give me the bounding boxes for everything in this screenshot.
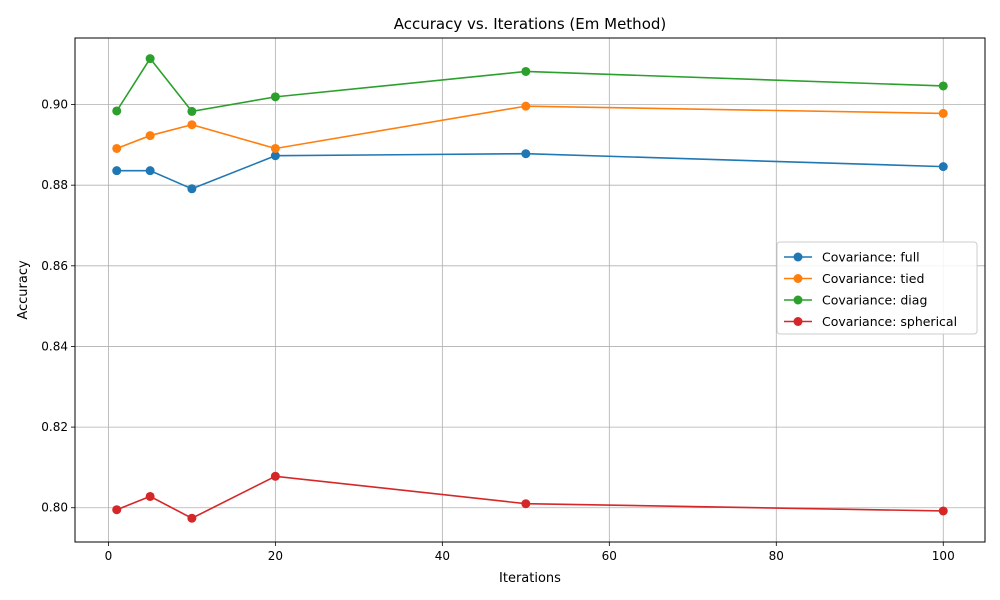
data-point <box>112 166 122 176</box>
data-point <box>112 505 122 515</box>
data-point <box>521 499 531 509</box>
data-point <box>187 120 197 130</box>
legend-marker <box>793 295 803 305</box>
x-tick-label: 0 <box>105 549 113 563</box>
legend-label: Covariance: full <box>822 250 920 265</box>
y-tick-label: 0.88 <box>41 178 68 192</box>
data-point <box>145 54 155 64</box>
legend-label: Covariance: tied <box>822 271 924 286</box>
plot-frame <box>74 37 986 543</box>
plot-series <box>112 54 948 523</box>
x-tick-label: 40 <box>435 549 450 563</box>
legend-box <box>776 241 978 335</box>
data-point <box>938 162 948 172</box>
legend-marker <box>793 252 803 262</box>
data-point <box>145 166 155 176</box>
legend-item: Covariance: full <box>784 250 920 265</box>
axis-ticks: 0 20 40 60 80 100 0.80 0.82 0.84 0.86 0.88 0.90 <box>41 98 954 563</box>
data-point <box>112 143 122 153</box>
legend-label: Covariance: spherical <box>822 314 957 329</box>
data-point <box>270 143 280 153</box>
data-point <box>521 66 531 76</box>
series-line <box>116 152 944 190</box>
legend-item: Covariance: diag <box>784 293 927 308</box>
y-tick-label: 0.90 <box>41 98 68 112</box>
series-1 <box>112 101 948 153</box>
data-point <box>187 106 197 116</box>
data-point <box>270 151 280 161</box>
data-point <box>270 92 280 102</box>
legend-label: Covariance: diag <box>822 293 927 308</box>
series-0 <box>112 149 948 194</box>
data-point <box>270 471 280 481</box>
data-point <box>112 106 122 116</box>
x-tick-label: 80 <box>769 549 784 563</box>
series-line <box>116 105 944 150</box>
series-line <box>116 475 944 520</box>
y-tick-label: 0.82 <box>41 420 68 434</box>
data-point <box>938 108 948 118</box>
data-point <box>145 131 155 141</box>
legend: Covariance: full Covariance: tied Covarian… <box>776 241 978 335</box>
chart-title: Accuracy vs. Iterations (Em Method) <box>394 15 667 33</box>
legend-item: Covariance: spherical <box>784 314 957 329</box>
data-point <box>187 184 197 194</box>
data-point <box>521 149 531 159</box>
y-tick-label: 0.84 <box>41 339 68 353</box>
data-point <box>145 491 155 501</box>
legend-marker <box>793 317 803 326</box>
x-tick-label: 100 <box>932 549 955 563</box>
legend-marker <box>793 274 803 283</box>
series-3 <box>112 471 948 523</box>
series-line <box>116 57 944 113</box>
series-2 <box>112 54 948 116</box>
legend-item: Covariance: tied <box>784 271 924 286</box>
data-point <box>187 513 197 523</box>
y-tick-label: 0.86 <box>41 259 68 273</box>
data-point <box>938 81 948 91</box>
y-tick-label: 0.80 <box>41 501 68 515</box>
data-point <box>521 101 531 111</box>
x-tick-label: 20 <box>268 549 283 563</box>
data-point <box>938 506 948 516</box>
y-axis-label: Accuracy <box>16 260 31 320</box>
x-axis-label: Iterations <box>499 571 561 586</box>
x-tick-label: 60 <box>602 549 617 563</box>
